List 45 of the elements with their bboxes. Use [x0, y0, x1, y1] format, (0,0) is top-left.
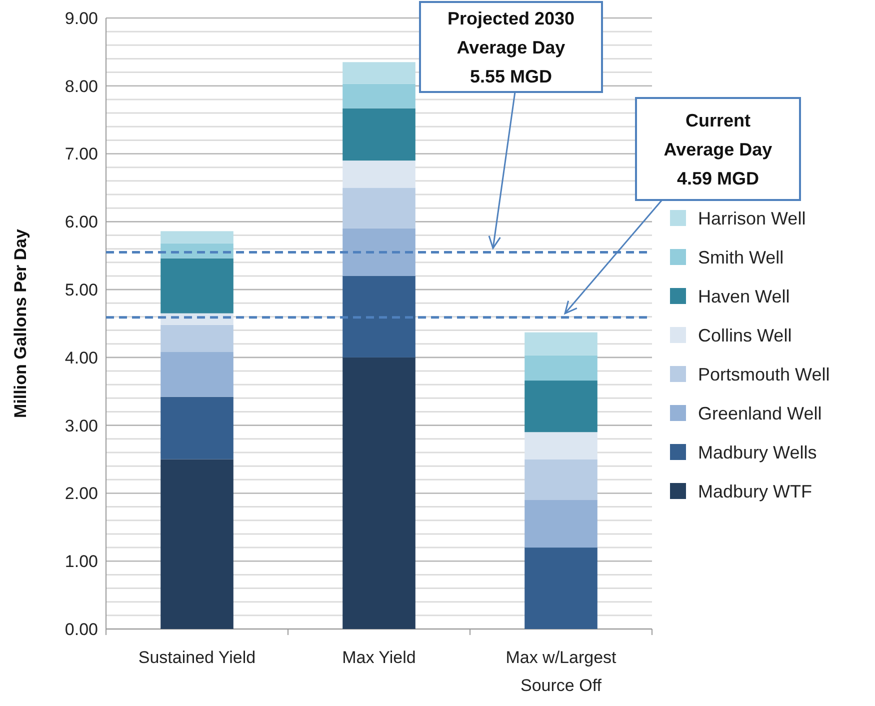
- bar: [160, 352, 234, 397]
- bar: [524, 355, 598, 381]
- legend-label: Portsmouth Well: [698, 364, 830, 384]
- y-tick-label: 8.00: [64, 76, 98, 96]
- y-axis-title: Million Gallons Per Day: [11, 228, 30, 418]
- bar: [524, 459, 598, 500]
- x-tick-label: Max Yield: [342, 648, 416, 667]
- bar: [342, 188, 416, 228]
- bar: [160, 396, 234, 460]
- y-tick-label: 5.00: [64, 280, 98, 300]
- bar: [160, 231, 234, 244]
- bar: [524, 332, 598, 356]
- bar: [160, 459, 234, 629]
- y-tick-label: 4.00: [64, 348, 98, 368]
- legend-label: Haven Well: [698, 286, 790, 306]
- legend-label: Greenland Well: [698, 403, 822, 424]
- legend-label: Smith Well: [698, 247, 784, 268]
- bar: [524, 500, 598, 548]
- y-tick-label: 0.00: [64, 620, 98, 639]
- x-tick-label: Sustained Yield: [138, 648, 256, 667]
- y-tick-label: 2.00: [64, 484, 98, 504]
- y-tick-label: 6.00: [64, 212, 98, 232]
- bar: [160, 324, 234, 352]
- legend-label: Madbury WTF: [698, 481, 812, 502]
- bar: [342, 84, 416, 108]
- bar: [524, 548, 598, 629]
- bar: [524, 380, 598, 432]
- legend-label: Madbury Wells: [698, 442, 817, 462]
- bar: [342, 276, 416, 358]
- bar: [342, 357, 416, 629]
- y-tick-label: 3.00: [64, 416, 98, 436]
- y-tick-label: 9.00: [64, 8, 98, 28]
- ref-line-label: Current Average Day 4.59 MGD: [664, 110, 772, 188]
- bar: [342, 160, 416, 188]
- bar: [342, 62, 416, 84]
- bar: [342, 228, 416, 276]
- legend-label: Harrison Well: [698, 208, 806, 228]
- bar: [342, 108, 416, 161]
- y-tick-label: 7.00: [64, 144, 98, 164]
- ref-line-label: Projected 2030 Average Day 5.55 MGD: [447, 8, 575, 86]
- x-tick-label: Max w/Largest Source Off: [506, 648, 617, 695]
- y-tick-label: 1.00: [64, 552, 98, 572]
- bar: [160, 258, 234, 314]
- bar: [524, 432, 598, 460]
- legend-label: Collins Well: [698, 325, 792, 346]
